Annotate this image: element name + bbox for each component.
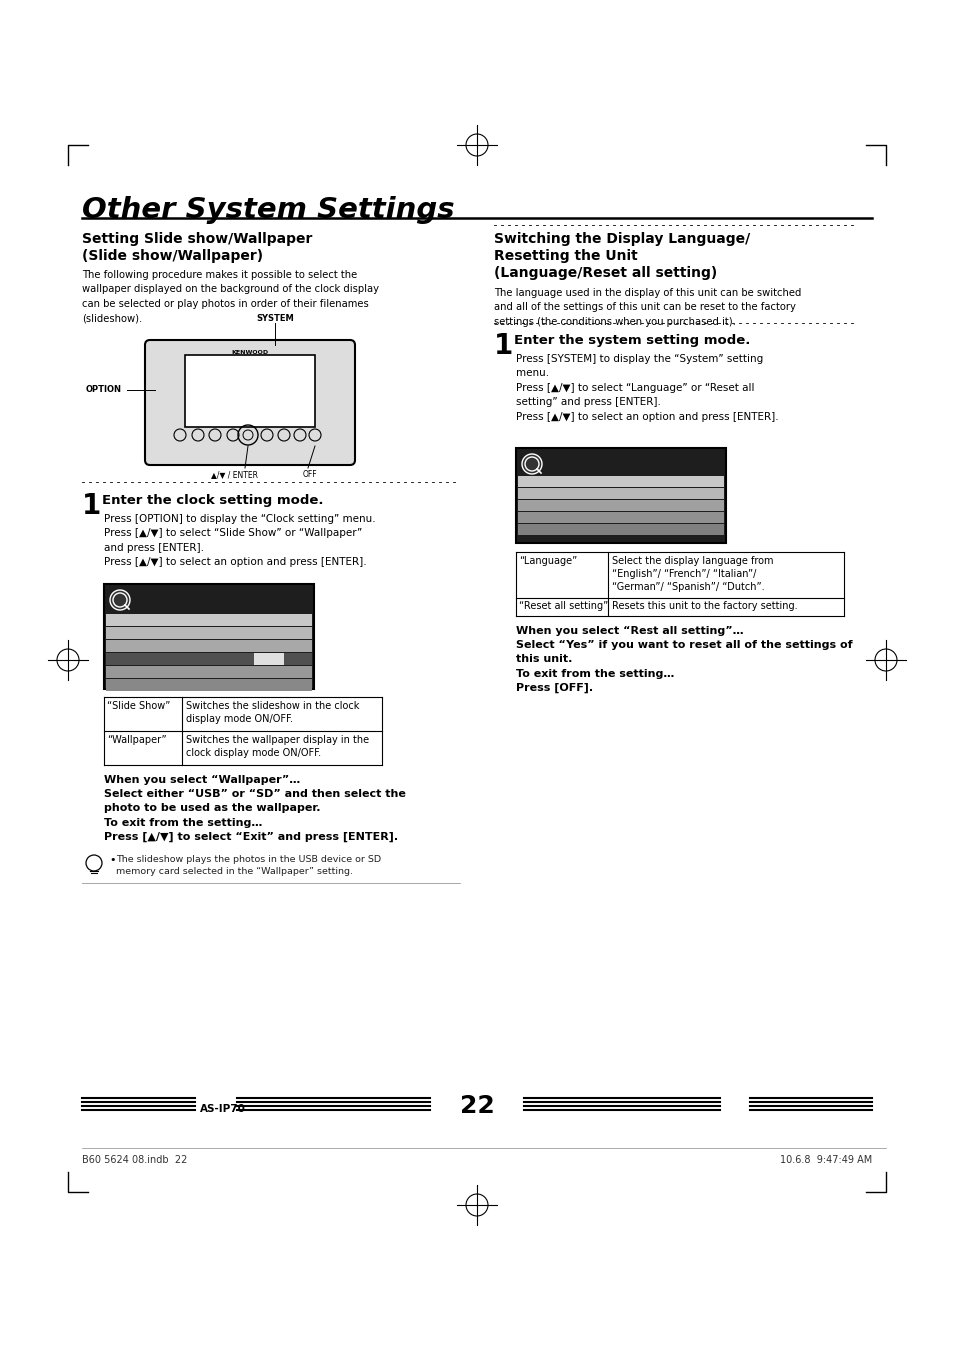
Text: Enter the clock setting mode.: Enter the clock setting mode. (102, 494, 323, 508)
Text: “Slide Show”: “Slide Show” (107, 701, 171, 711)
Bar (106, 640, 312, 652)
Text: 22: 22 (459, 1094, 494, 1118)
Text: The slideshow plays the photos in the USB device or SD
memory card selected in t: The slideshow plays the photos in the US… (116, 855, 381, 876)
Text: OFF: OFF (302, 470, 317, 479)
Text: 1: 1 (82, 491, 101, 520)
Text: Select either “USB” or “SD” and then select the
photo to be used as the wallpape: Select either “USB” or “SD” and then sel… (104, 788, 405, 813)
Text: 1: 1 (494, 332, 513, 360)
Text: ▲/▼ / ENTER: ▲/▼ / ENTER (212, 470, 258, 479)
Text: To exit from the setting…: To exit from the setting… (104, 818, 262, 828)
Bar (106, 614, 312, 626)
Circle shape (110, 590, 130, 610)
Bar (253, 653, 284, 666)
Bar (106, 679, 312, 691)
Text: “Language”: “Language” (518, 556, 577, 566)
Text: (Language/Reset all setting): (Language/Reset all setting) (494, 266, 717, 279)
Bar (517, 487, 723, 500)
Bar (185, 355, 314, 427)
Text: AS-IP70: AS-IP70 (200, 1104, 246, 1114)
Text: Setting Slide show/Wallpaper: Setting Slide show/Wallpaper (82, 232, 312, 246)
Text: 10.6.8  9:47:49 AM: 10.6.8 9:47:49 AM (779, 1156, 871, 1165)
Text: Select “Yes” if you want to reset all of the settings of
this unit.: Select “Yes” if you want to reset all of… (516, 640, 852, 664)
Bar (517, 524, 723, 535)
Text: “Reset all setting”: “Reset all setting” (518, 601, 608, 612)
Bar (106, 653, 312, 666)
Text: Enter the system setting mode.: Enter the system setting mode. (514, 333, 750, 347)
Text: Press [OFF].: Press [OFF]. (516, 683, 593, 694)
Text: When you select “Wallpaper”…: When you select “Wallpaper”… (104, 775, 300, 784)
Text: B60 5624 08.indb  22: B60 5624 08.indb 22 (82, 1156, 187, 1165)
Text: The following procedure makes it possible to select the
wallpaper displayed on t: The following procedure makes it possibl… (82, 270, 378, 323)
Text: SYSTEM: SYSTEM (255, 315, 294, 323)
Text: •: • (109, 855, 115, 865)
Text: Press [▲/▼] to select “Exit” and press [ENTER].: Press [▲/▼] to select “Exit” and press [… (104, 832, 397, 842)
Bar (106, 626, 312, 639)
Text: Press [SYSTEM] to display the “System” setting
menu.
Press [▲/▼] to select “Lang: Press [SYSTEM] to display the “System” s… (516, 354, 778, 421)
Text: To exit from the setting…: To exit from the setting… (516, 670, 674, 679)
Circle shape (521, 454, 541, 474)
Text: OPTION: OPTION (86, 386, 122, 394)
Text: Resets this unit to the factory setting.: Resets this unit to the factory setting. (612, 601, 797, 612)
Text: When you select “Rest all setting”…: When you select “Rest all setting”… (516, 626, 742, 636)
Bar (106, 666, 312, 678)
Text: Other System Settings: Other System Settings (82, 196, 455, 224)
Bar (516, 448, 725, 543)
Bar (517, 500, 723, 512)
Bar (517, 512, 723, 522)
Text: The language used in the display of this unit can be switched
and all of the set: The language used in the display of this… (494, 288, 801, 327)
Text: Switches the slideshow in the clock
display mode ON/OFF.: Switches the slideshow in the clock disp… (186, 701, 359, 724)
Bar (517, 477, 723, 487)
Text: Select the display language from
“English”/ “French”/ “Italian”/
“German”/ “Span: Select the display language from “Englis… (612, 556, 773, 593)
Text: Resetting the Unit: Resetting the Unit (494, 248, 638, 263)
Text: Switching the Display Language/: Switching the Display Language/ (494, 232, 749, 246)
Text: “Wallpaper”: “Wallpaper” (107, 734, 167, 745)
FancyBboxPatch shape (145, 340, 355, 464)
Text: (Slide show/Wallpaper): (Slide show/Wallpaper) (82, 248, 263, 263)
Text: Switches the wallpaper display in the
clock display mode ON/OFF.: Switches the wallpaper display in the cl… (186, 734, 369, 759)
Text: KENWOOD: KENWOOD (232, 350, 269, 355)
Bar (104, 585, 314, 688)
Text: Press [OPTION] to display the “Clock setting” menu.
Press [▲/▼] to select “Slide: Press [OPTION] to display the “Clock set… (104, 514, 375, 567)
